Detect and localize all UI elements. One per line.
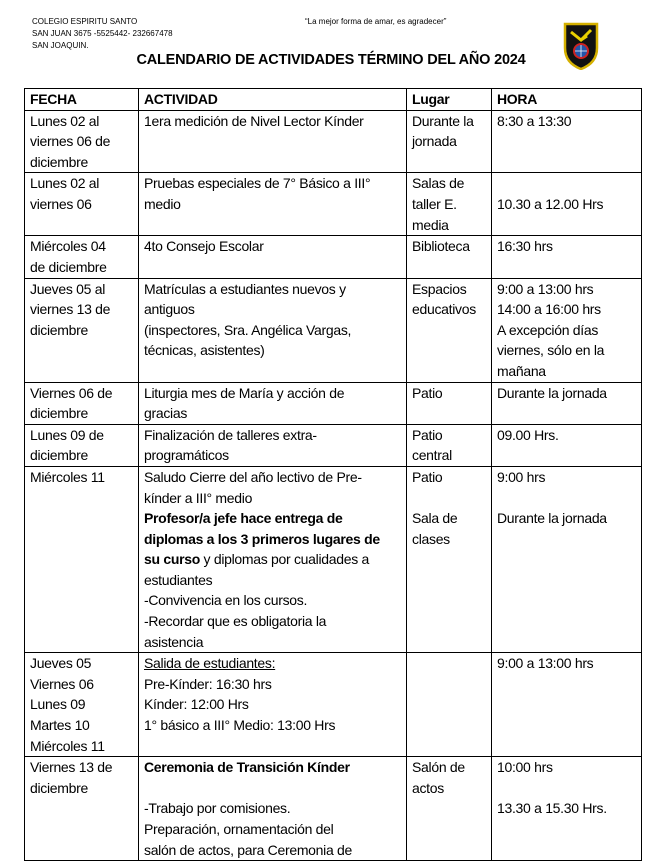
actividad-text: -Trabajo por comisiones. Preparación, or… <box>144 800 353 858</box>
actividad-cell: Liturgia mes de María y acción de gracia… <box>138 381 407 425</box>
hora-cell: Durante la jornada <box>491 381 642 425</box>
fecha-cell: Lunes 02 al viernes 06 <box>24 172 139 237</box>
lugar-cell: Salón de actos <box>406 756 492 861</box>
lugar-cell: Patio <box>406 381 492 425</box>
actividad-cell: Salida de estudiantes: Pre-Kínder: 16:30… <box>138 652 407 758</box>
table-row: Jueves 05 al viernes 13 de diciembre Mat… <box>24 277 642 383</box>
actividad-text: Saludo Cierre del año lectivo de Pre- kí… <box>144 468 362 506</box>
lugar-cell: Patio Sala de clases <box>406 465 492 654</box>
fecha-cell: Lunes 09 de diciembre <box>24 423 139 467</box>
lugar-cell <box>406 652 492 758</box>
actividad-bold-text: Ceremonia de Transición Kínder <box>144 759 350 776</box>
motto: “La mejor forma de amar, es agradecer” <box>305 17 447 26</box>
hora-cell: 09.00 Hrs. <box>491 423 642 467</box>
actividad-cell: Ceremonia de Transición Kínder -Trabajo … <box>138 756 407 861</box>
activities-table: FECHA ACTIVIDAD Lugar HORA Lunes 02 al v… <box>24 88 642 861</box>
actividad-cell: 4to Consejo Escolar <box>138 235 407 279</box>
fecha-cell: Viernes 13 de diciembre <box>24 756 139 861</box>
col-actividad: ACTIVIDAD <box>138 88 407 111</box>
lugar-cell: Salas de taller E. media <box>406 172 492 237</box>
lugar-cell: Durante la jornada <box>406 109 492 174</box>
fecha-cell: Lunes 02 al viernes 06 de diciembre <box>24 109 139 174</box>
hora-cell: 9:00 hrs Durante la jornada <box>491 465 642 654</box>
table-row: Miércoles 11 Saludo Cierre del año lecti… <box>24 465 642 654</box>
hora-cell: 9:00 a 13:00 hrs 14:00 a 16:00 hrs A exc… <box>491 277 642 383</box>
actividad-text: y diplomas por cualidades a estudiantes … <box>144 551 369 650</box>
table-header-row: FECHA ACTIVIDAD Lugar HORA <box>24 88 642 111</box>
table-row: Lunes 09 de diciembre Finalización de ta… <box>24 423 642 467</box>
actividad-bold-text: Profesor/a jefe hace entrega de diplomas… <box>144 510 380 568</box>
lugar-cell: Patio central <box>406 423 492 467</box>
lugar-cell: Biblioteca <box>406 235 492 279</box>
col-fecha: FECHA <box>24 88 139 111</box>
table-row: Lunes 02 al viernes 06 Pruebas especiale… <box>24 172 642 237</box>
table-row: Lunes 02 al viernes 06 de diciembre 1era… <box>24 109 642 174</box>
actividad-cell: Matrículas a estudiantes nuevos y antigu… <box>138 277 407 383</box>
table-row: Viernes 13 de diciembre Ceremonia de Tra… <box>24 756 642 861</box>
fecha-cell: Viernes 06 de diciembre <box>24 381 139 425</box>
hora-cell: 10:00 hrs 13.30 a 15.30 Hrs. <box>491 756 642 861</box>
actividad-text: Pre-Kínder: 16:30 hrs Kínder: 12:00 Hrs … <box>144 675 336 734</box>
actividad-cell: Saludo Cierre del año lectivo de Pre- kí… <box>138 465 407 654</box>
school-info: COLEGIO ESPIRITU SANTO SAN JUAN 3675 -55… <box>32 17 173 50</box>
hora-cell: 10.30 a 12.00 Hrs <box>491 172 642 237</box>
hora-cell: 9:00 a 13:00 hrs <box>491 652 642 758</box>
actividad-underlined-text: Salida de estudiantes: <box>144 655 276 672</box>
table-row: Viernes 06 de diciembre Liturgia mes de … <box>24 381 642 425</box>
actividad-cell: Pruebas especiales de 7° Básico a III° m… <box>138 172 407 237</box>
actividad-cell: 1era medición de Nivel Lector Kínder <box>138 109 407 174</box>
lugar-cell: Espacios educativos <box>406 277 492 383</box>
hora-cell: 16:30 hrs <box>491 235 642 279</box>
table-row: Miércoles 04 de diciembre 4to Consejo Es… <box>24 235 642 279</box>
fecha-cell: Jueves 05 Viernes 06 Lunes 09 Martes 10 … <box>24 652 139 758</box>
actividad-cell: Finalización de talleres extra- programá… <box>138 423 407 467</box>
fecha-cell: Jueves 05 al viernes 13 de diciembre <box>24 277 139 383</box>
school-logo <box>563 22 599 70</box>
fecha-cell: Miércoles 11 <box>24 465 139 654</box>
table-row: Jueves 05 Viernes 06 Lunes 09 Martes 10 … <box>24 652 642 758</box>
col-hora: HORA <box>491 88 642 111</box>
page-title: CALENDARIO DE ACTIVIDADES TÉRMINO DEL AÑ… <box>136 52 526 68</box>
col-lugar: Lugar <box>406 88 492 111</box>
fecha-cell: Miércoles 04 de diciembre <box>24 235 139 279</box>
hora-cell: 8:30 a 13:30 <box>491 109 642 174</box>
